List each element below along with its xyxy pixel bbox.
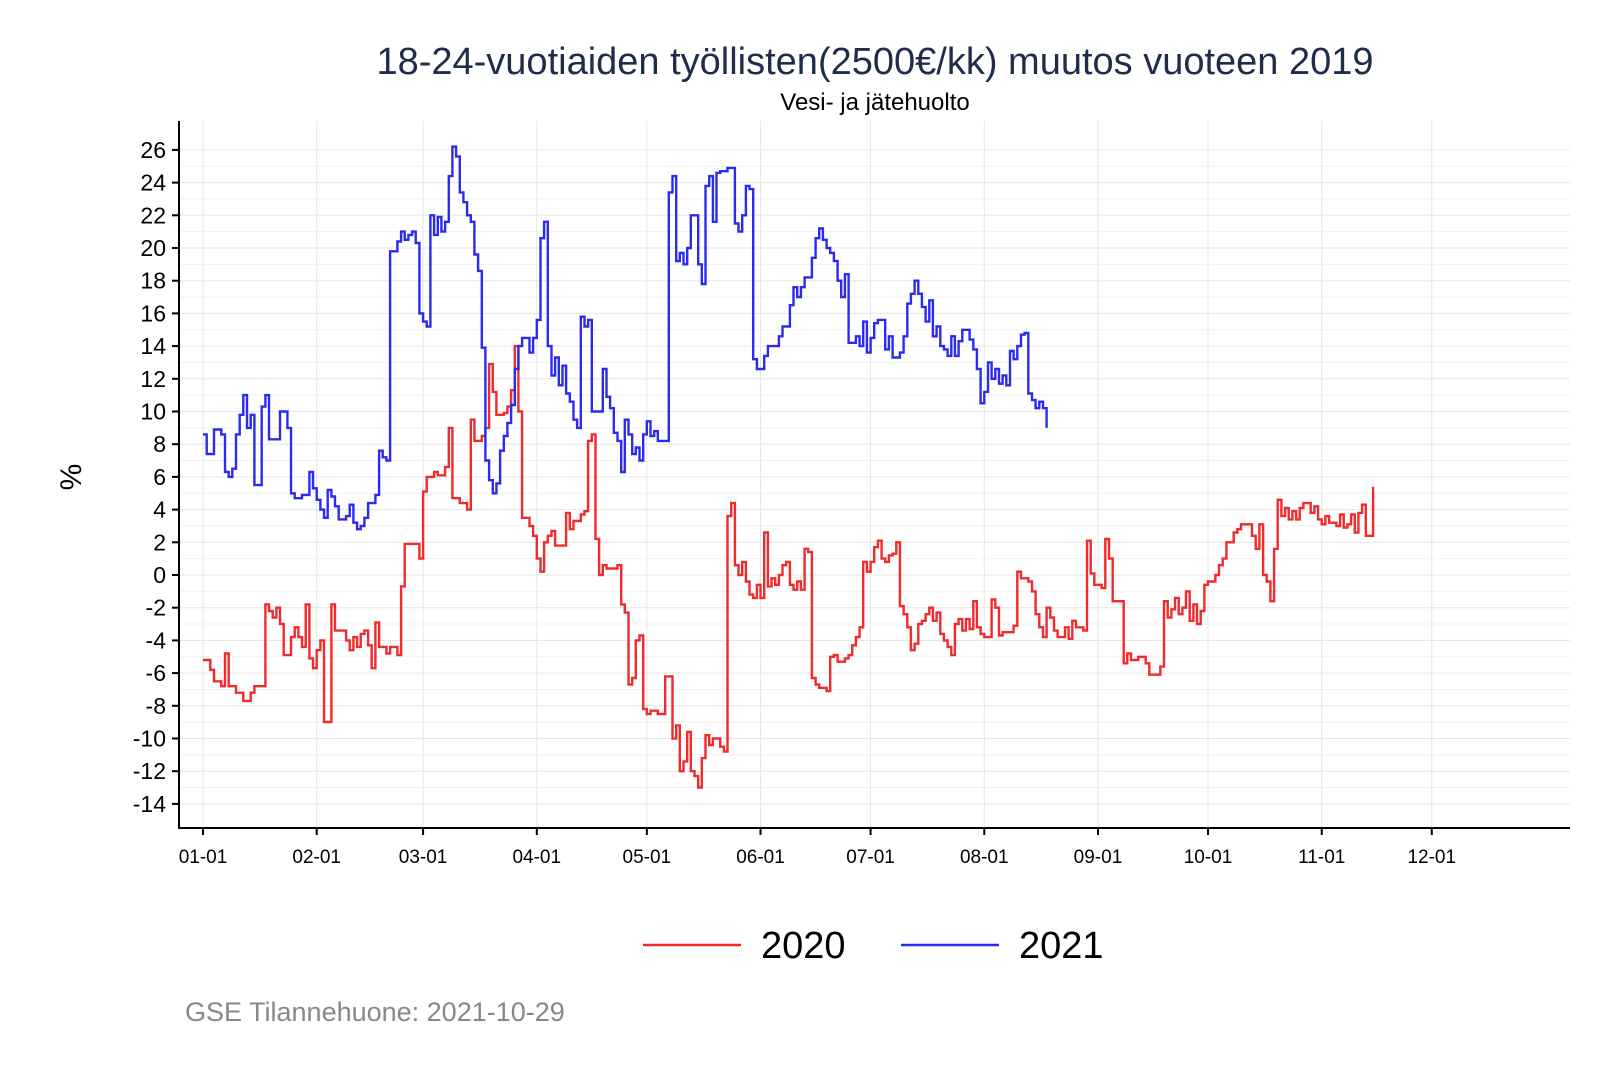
series-lines [203, 145, 1375, 789]
y-tick-label: 0 [153, 562, 166, 588]
chart-subtitle: Vesi- ja jätehuolto [780, 89, 969, 116]
x-tick-label: 08-01 [960, 847, 1009, 868]
x-axis-ticks: 01-01 02-01 03-01 04-01 05-01 06-01 07-01 08-01… [179, 828, 1456, 868]
source-note: GSE Tilannehuone: 2021-10-29 [185, 997, 565, 1027]
y-tick-label: -4 [146, 627, 167, 653]
gridlines [179, 121, 1570, 828]
y-tick-label: 8 [153, 431, 166, 457]
y-tick-label: 6 [153, 464, 166, 490]
x-tick-label: 06-01 [736, 847, 785, 868]
x-tick-label: 12-01 [1407, 847, 1456, 868]
y-tick-label: 10 [140, 399, 166, 425]
x-tick-label: 03-01 [399, 847, 448, 868]
y-tick-label: 14 [140, 333, 166, 359]
y-tick-label: 16 [140, 300, 166, 326]
y-tick-label: -2 [146, 595, 166, 621]
y-tick-label: 24 [140, 170, 166, 196]
x-tick-label: 02-01 [292, 847, 341, 868]
x-tick-label: 01-01 [179, 847, 228, 868]
chart-title: 18-24-vuotiaiden työllisten(2500€/kk) mu… [376, 41, 1373, 83]
y-axis-title: % [55, 464, 88, 491]
legend: 2020 2021 [643, 925, 1104, 967]
series-line-2020 [203, 344, 1375, 789]
x-tick-label: 10-01 [1184, 847, 1233, 868]
x-tick-label: 11-01 [1298, 847, 1345, 868]
x-tick-label: 04-01 [512, 847, 561, 868]
y-tick-label: 26 [140, 137, 166, 163]
y-tick-label: 2 [153, 529, 166, 555]
x-tick-label: 07-01 [846, 847, 895, 868]
series-line-2021 [203, 145, 1048, 531]
y-tick-label: 18 [140, 268, 166, 294]
y-tick-label: 20 [140, 235, 166, 261]
x-tick-label: 09-01 [1074, 847, 1123, 868]
y-tick-label: 4 [153, 497, 166, 523]
y-tick-label: -6 [146, 660, 166, 686]
x-tick-label: 05-01 [623, 847, 672, 868]
legend-label-2020: 2020 [761, 925, 846, 967]
y-tick-label: -14 [133, 791, 166, 817]
legend-label-2021: 2021 [1019, 925, 1104, 967]
y-tick-label: -12 [133, 758, 166, 784]
y-tick-label: -8 [146, 693, 166, 719]
y-tick-label: -10 [133, 726, 166, 752]
y-tick-label: 12 [140, 366, 166, 392]
y-tick-label: 22 [140, 202, 166, 228]
